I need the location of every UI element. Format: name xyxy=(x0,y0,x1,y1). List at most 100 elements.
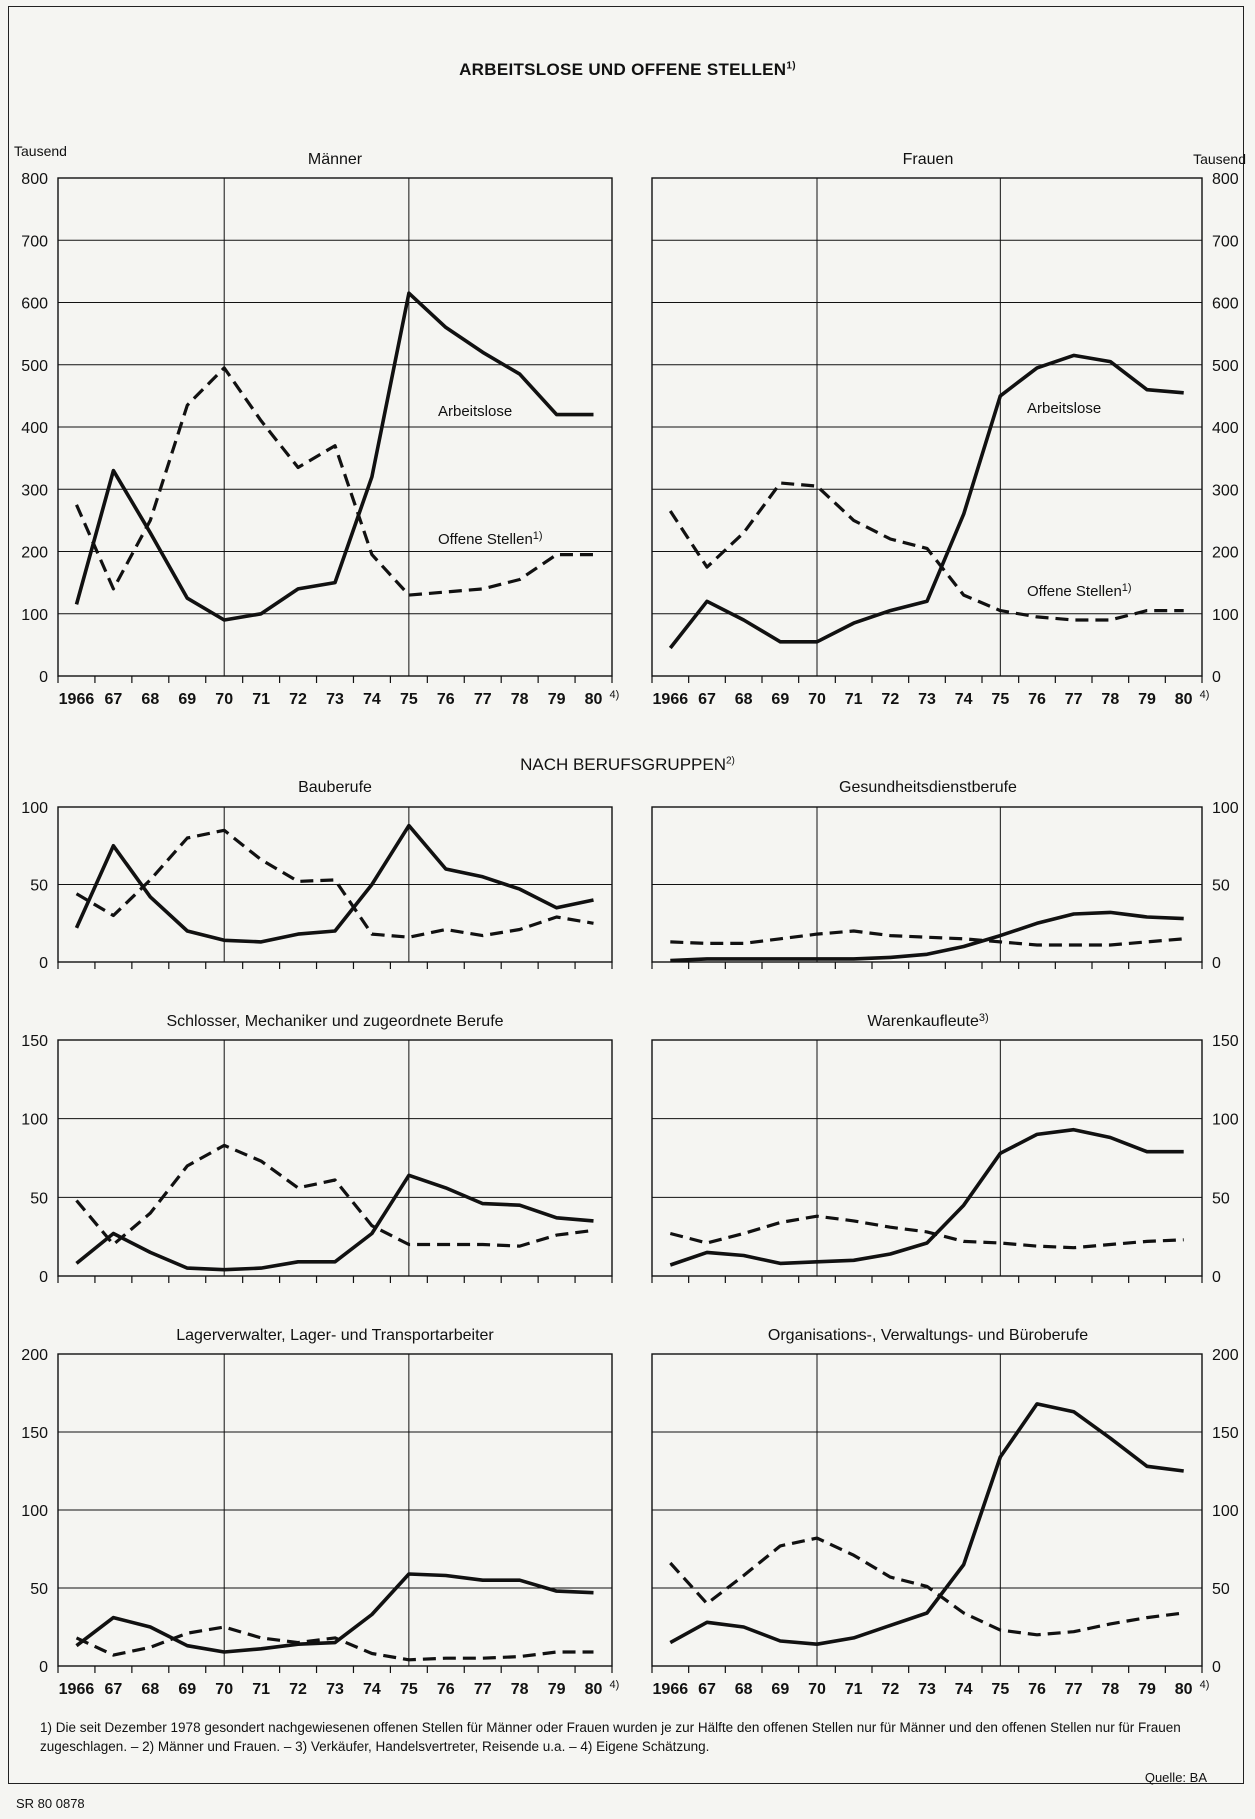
y-tick-label: 300 xyxy=(21,482,48,499)
series-label: Offene Stellen1) xyxy=(1027,582,1132,600)
x-tick-label: 68 xyxy=(141,1681,159,1698)
main-title: ARBEITSLOSE UND OFFENE STELLEN1) xyxy=(459,60,796,79)
x-tick-label: 69 xyxy=(178,1681,196,1698)
y-tick-label: 400 xyxy=(21,420,48,437)
chart-panel-1: 0 100 200 300 400 500 600 700 800 Tausend 1966 67 68… xyxy=(14,143,619,708)
x-tick-label: 69 xyxy=(771,1681,789,1698)
x-tick-label: 1966 xyxy=(59,1681,95,1698)
y-tick-label: 700 xyxy=(1212,233,1239,250)
y-tick-label: 0 xyxy=(39,669,48,686)
y-tick-label: 0 xyxy=(39,1659,48,1676)
x-tick-label: 75 xyxy=(991,691,1009,708)
y-tick-label: 500 xyxy=(1212,358,1239,375)
chart-panel-3: 0 50 100 Bauberufe xyxy=(21,779,613,972)
plot-frame xyxy=(57,1039,613,1277)
x-tick-label: 73 xyxy=(326,691,344,708)
x-tick-label: 72 xyxy=(289,1681,307,1698)
y-tick-label: 300 xyxy=(1212,482,1239,499)
x-tick-label: 1966 xyxy=(59,691,95,708)
x-tick-label: 77 xyxy=(474,1681,492,1698)
x-tick-label: 74 xyxy=(363,691,381,708)
y-tick-label: 200 xyxy=(1212,1347,1239,1364)
x-tick-label: 74 xyxy=(363,1681,381,1698)
y-tick-label: 0 xyxy=(39,955,48,972)
chart-panel-4: 0 50 100 Gesundheitsdienstberufe xyxy=(651,779,1239,972)
x-tick-label: 1966 xyxy=(653,691,689,708)
x-tick-label: 72 xyxy=(881,1681,899,1698)
x-tick-label: 74 xyxy=(955,1681,973,1698)
series-line-solid xyxy=(75,1173,594,1272)
x-note: 4) xyxy=(1200,689,1210,701)
chart-title: Gesundheitsdienstberufe xyxy=(839,779,1017,796)
y-unit-label: Tausend xyxy=(1193,151,1246,167)
x-tick-label: 70 xyxy=(808,1681,826,1698)
x-tick-label: 80 xyxy=(585,1681,603,1698)
y-tick-label: 800 xyxy=(21,171,48,188)
series-label-note: 1) xyxy=(1122,582,1132,594)
x-tick-label: 74 xyxy=(955,691,973,708)
y-tick-label: 50 xyxy=(1212,1190,1230,1207)
y-tick-label: 600 xyxy=(1212,296,1239,313)
x-tick-label: 79 xyxy=(548,1681,566,1698)
x-tick-label: 76 xyxy=(437,1681,455,1698)
y-tick-label: 0 xyxy=(39,1269,48,1286)
y-tick-label: 150 xyxy=(21,1033,48,1050)
x-tick-label: 70 xyxy=(808,691,826,708)
x-tick-label: 73 xyxy=(918,1681,936,1698)
x-tick-label: 79 xyxy=(548,691,566,708)
x-tick-label: 75 xyxy=(400,691,418,708)
x-tick-label: 72 xyxy=(289,691,307,708)
x-tick-label: 78 xyxy=(1101,691,1119,708)
y-tick-label: 100 xyxy=(21,1503,48,1520)
x-note: 4) xyxy=(610,1679,620,1691)
x-tick-label: 80 xyxy=(1175,691,1193,708)
y-tick-label: 100 xyxy=(21,607,48,624)
chart-title: Warenkaufleute3) xyxy=(867,1012,988,1030)
chart-title: Organisations-, Verwaltungs- und Bürober… xyxy=(768,1327,1088,1344)
y-tick-label: 0 xyxy=(1212,1269,1221,1286)
x-tick-label: 73 xyxy=(918,691,936,708)
series-label: Arbeitslose xyxy=(1027,400,1101,417)
reference-code: SR 80 0878 xyxy=(16,1796,85,1811)
x-tick-label: 72 xyxy=(881,691,899,708)
x-tick-label: 68 xyxy=(141,691,159,708)
x-tick-label: 80 xyxy=(1175,1681,1193,1698)
y-tick-label: 50 xyxy=(30,1581,48,1598)
x-tick-label: 78 xyxy=(511,1681,529,1698)
x-tick-label: 77 xyxy=(1065,1681,1083,1698)
chart-title: Bauberufe xyxy=(298,779,372,796)
series-label: Offene Stellen1) xyxy=(438,530,543,548)
y-tick-label: 150 xyxy=(1212,1033,1239,1050)
y-tick-label: 0 xyxy=(1212,669,1221,686)
series-line-dashed xyxy=(669,1536,1184,1637)
y-tick-label: 700 xyxy=(21,233,48,250)
series-line-solid xyxy=(669,1402,1184,1646)
series-line-solid xyxy=(670,910,1184,963)
series-line-dashed xyxy=(75,828,594,939)
y-tick-label: 100 xyxy=(1212,607,1239,624)
series-line-solid xyxy=(75,1572,594,1654)
y-tick-label: 100 xyxy=(21,800,48,817)
series-line-solid xyxy=(74,291,594,622)
x-tick-label: 77 xyxy=(1065,691,1083,708)
chart-title: Schlosser, Mechaniker und zugeordnete Be… xyxy=(166,1013,503,1030)
x-tick-label: 76 xyxy=(1028,691,1046,708)
x-tick-label: 73 xyxy=(326,1681,344,1698)
chart-panel-8: 0 50 100 150 200 1966 67 68 69 70 71 72 73 74 75 76 77 78… xyxy=(651,1327,1239,1698)
plot-frame xyxy=(651,1039,1203,1277)
x-tick-label: 79 xyxy=(1138,691,1156,708)
series-line-solid xyxy=(74,823,594,944)
y-tick-label: 800 xyxy=(1212,171,1239,188)
x-tick-label: 69 xyxy=(771,691,789,708)
x-tick-label: 75 xyxy=(400,1681,418,1698)
x-tick-label: 77 xyxy=(474,691,492,708)
x-tick-label: 71 xyxy=(845,691,863,708)
y-tick-label: 0 xyxy=(1212,955,1221,972)
y-tick-label: 50 xyxy=(30,1190,48,1207)
y-tick-label: 100 xyxy=(1212,1503,1239,1520)
y-tick-label: 100 xyxy=(21,1112,48,1129)
y-tick-label: 150 xyxy=(1212,1425,1239,1442)
footnote: 1) Die seit Dezember 1978 gesondert nach… xyxy=(40,1720,1181,1754)
